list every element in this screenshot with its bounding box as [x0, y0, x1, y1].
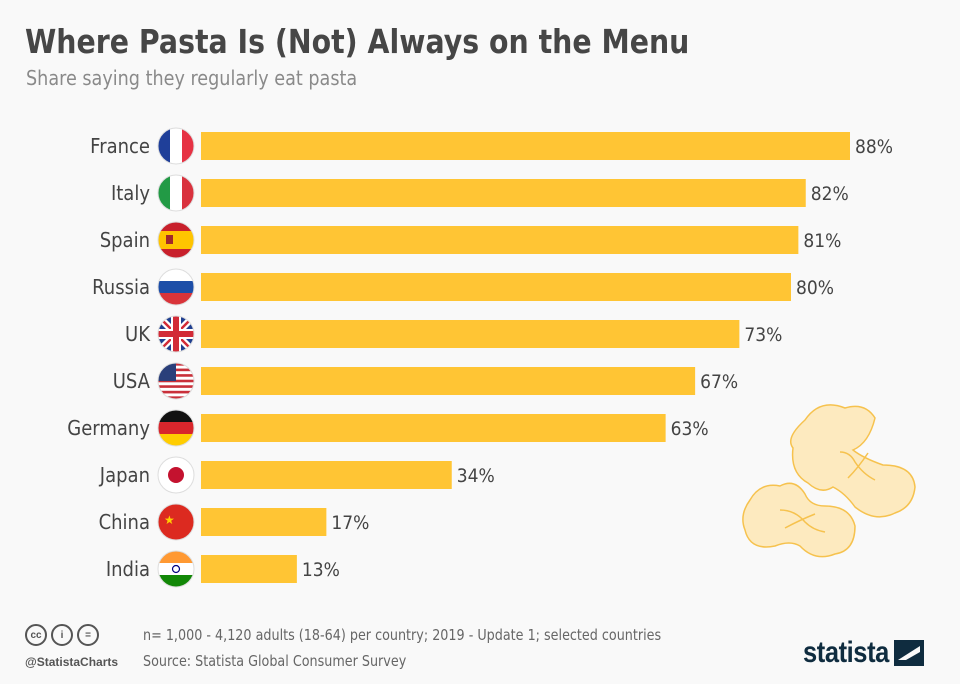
spain-flag-icon — [157, 221, 195, 259]
value-label: 17% — [331, 512, 369, 534]
source: Source: Statista Global Consumer Survey — [143, 652, 407, 670]
value-label: 88% — [855, 136, 893, 158]
category-label: Spain — [100, 229, 150, 252]
category-label: USA — [113, 370, 150, 393]
bar-uk — [201, 320, 740, 348]
france-flag-icon — [157, 127, 195, 165]
value-label: 13% — [302, 559, 340, 581]
svg-text:★: ★ — [164, 513, 175, 527]
bar-france — [201, 132, 850, 160]
category-label: Russia — [92, 276, 150, 299]
value-label: 80% — [796, 277, 834, 299]
bar-spain — [201, 226, 799, 254]
china-flag-icon: ★ — [157, 503, 195, 541]
bar-india — [201, 555, 297, 583]
category-label: UK — [125, 323, 150, 346]
bar-japan — [201, 461, 452, 489]
bar-chart: France 88% Italy 82% Spain 81% Russia 80% UK 73% U… — [67, 127, 916, 588]
value-label: 81% — [803, 230, 841, 252]
license-icons: cc i = — [25, 624, 99, 646]
statista-logo-icon — [894, 640, 925, 666]
category-label: China — [99, 511, 150, 534]
bar-russia — [201, 273, 791, 301]
chart-title: Where Pasta Is (Not) Always on the Menu — [25, 22, 690, 61]
nd-icon: = — [77, 624, 99, 646]
bar-usa — [201, 367, 696, 395]
statista-logo[interactable]: statista — [803, 636, 925, 670]
bar-china — [201, 508, 327, 536]
bar-germany — [201, 414, 666, 442]
japan-flag-icon — [157, 456, 195, 494]
germany-flag-icon — [157, 409, 195, 447]
category-label: India — [106, 558, 150, 581]
category-label: Germany — [67, 417, 150, 440]
by-icon: i — [51, 624, 73, 646]
chart-subtitle: Share saying they regularly eat pasta — [26, 66, 358, 90]
value-label: 67% — [700, 371, 738, 393]
value-label: 63% — [671, 418, 709, 440]
value-label: 34% — [457, 465, 495, 487]
bar-italy — [201, 179, 806, 207]
russia-flag-icon — [157, 268, 195, 306]
uk-flag-icon — [157, 315, 195, 353]
value-label: 82% — [811, 183, 849, 205]
category-label: Japan — [99, 464, 150, 487]
twitter-handle[interactable]: @StatistaCharts — [25, 655, 119, 669]
india-flag-icon — [157, 550, 195, 588]
italy-flag-icon — [157, 174, 195, 212]
cc-icon: cc — [25, 624, 47, 646]
category-label: France — [90, 135, 150, 158]
usa-flag-icon — [157, 362, 195, 400]
value-label: 73% — [744, 324, 782, 346]
footnote: n= 1,000 - 4,120 adults (18-64) per coun… — [143, 626, 662, 644]
farfalle-pasta-illustration — [742, 404, 916, 558]
category-label: Italy — [111, 182, 150, 205]
